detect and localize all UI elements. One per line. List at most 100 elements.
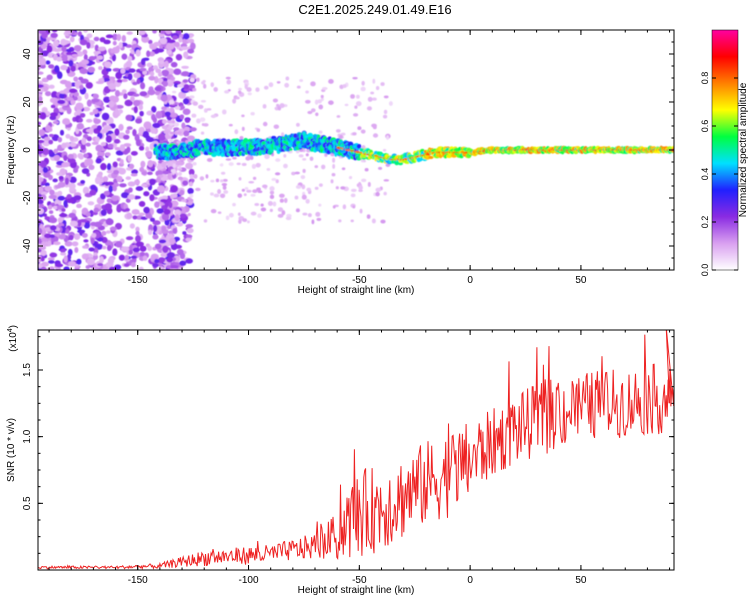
heat-cell bbox=[63, 266, 70, 270]
heat-cell bbox=[225, 158, 232, 161]
colorbar-ticks: 0.0 0.2 0.4 0.6 0.8 bbox=[700, 72, 738, 276]
heat-cell bbox=[256, 187, 261, 191]
heat-cell bbox=[167, 172, 172, 180]
heat-cell bbox=[350, 193, 356, 198]
heat-cell bbox=[147, 171, 153, 176]
heat-cell bbox=[38, 147, 44, 155]
heat-cell bbox=[79, 219, 88, 223]
heat-cell bbox=[174, 214, 180, 222]
heat-cell bbox=[243, 137, 249, 144]
heat-cell bbox=[166, 252, 175, 258]
heat-cell bbox=[85, 128, 94, 133]
heat-cell bbox=[48, 210, 54, 215]
heat-cell bbox=[160, 199, 168, 203]
heat-cell bbox=[173, 127, 180, 131]
heat-cell bbox=[320, 94, 324, 99]
heat-cell bbox=[100, 209, 107, 216]
heat-cell bbox=[243, 193, 247, 197]
heat-cell bbox=[78, 117, 83, 123]
heat-cell bbox=[53, 241, 61, 246]
heat-cell bbox=[295, 184, 302, 189]
heat-cell bbox=[180, 46, 189, 51]
heat-cell bbox=[59, 213, 68, 218]
heat-cell bbox=[104, 61, 112, 68]
heat-cell bbox=[104, 203, 112, 210]
heat-cell bbox=[88, 55, 96, 61]
heat-cell bbox=[174, 130, 178, 136]
heat-cell bbox=[142, 130, 149, 139]
heat-cell bbox=[73, 167, 79, 173]
heat-cell bbox=[61, 142, 67, 149]
heat-cell bbox=[149, 194, 155, 202]
heat-cell bbox=[96, 55, 104, 60]
heat-cell bbox=[38, 121, 42, 126]
heat-cell bbox=[189, 199, 194, 202]
heat-cell bbox=[101, 112, 110, 121]
heat-cell bbox=[38, 199, 44, 205]
heat-cell bbox=[116, 175, 123, 183]
heat-cell bbox=[187, 196, 191, 201]
heat-cell bbox=[331, 173, 336, 177]
heat-cell bbox=[360, 86, 366, 92]
heat-cell bbox=[178, 189, 185, 196]
heat-cell bbox=[241, 188, 246, 192]
heat-cell bbox=[112, 161, 118, 168]
heat-cell bbox=[138, 145, 145, 151]
x-tick-label: 50 bbox=[575, 275, 587, 286]
heat-cell bbox=[294, 171, 300, 175]
heat-cell bbox=[52, 178, 58, 183]
heat-cell bbox=[60, 252, 67, 256]
heat-cell bbox=[162, 81, 168, 87]
heat-cell bbox=[49, 252, 58, 258]
heat-cell bbox=[106, 170, 113, 174]
heat-cell bbox=[112, 248, 118, 256]
heat-cell bbox=[244, 84, 248, 90]
heat-cell bbox=[175, 53, 183, 61]
heat-cell bbox=[42, 166, 49, 173]
heat-cell bbox=[138, 212, 146, 216]
heat-cell bbox=[158, 257, 166, 263]
heat-cell bbox=[257, 190, 263, 194]
heat-cell bbox=[149, 217, 156, 222]
heat-cell bbox=[364, 167, 369, 172]
heat-cell bbox=[277, 213, 284, 218]
heat-cell bbox=[314, 165, 319, 169]
heat-cell bbox=[361, 80, 365, 86]
heat-cell bbox=[49, 225, 57, 231]
heat-cell bbox=[383, 95, 389, 99]
y-tick-label: -20 bbox=[22, 190, 33, 205]
heat-cell bbox=[341, 167, 346, 171]
heat-cell bbox=[100, 193, 106, 200]
heat-cell bbox=[149, 178, 156, 186]
heat-cell bbox=[38, 139, 45, 144]
heat-cell bbox=[189, 174, 194, 179]
heat-cell bbox=[152, 116, 158, 124]
heat-cell bbox=[123, 263, 130, 268]
colorbar: 0.0 0.2 0.4 0.6 0.8 Normalized spectral ampl… bbox=[700, 29, 749, 276]
heat-cell bbox=[190, 178, 195, 183]
heat-cell bbox=[94, 44, 99, 52]
heat-cell bbox=[213, 193, 220, 198]
heat-cell bbox=[173, 41, 180, 48]
heat-cell bbox=[199, 117, 206, 122]
heat-cell bbox=[328, 79, 334, 84]
heat-cell bbox=[88, 247, 95, 252]
heat-cell bbox=[202, 123, 209, 127]
heat-cell bbox=[138, 104, 144, 111]
heat-cell bbox=[206, 108, 212, 111]
heat-cell bbox=[169, 237, 176, 244]
heat-cell bbox=[210, 208, 217, 214]
spectrogram-y-axis-label: Frequency (Hz) bbox=[6, 116, 17, 185]
heat-cell bbox=[46, 45, 53, 53]
heat-cell bbox=[44, 136, 51, 141]
heat-cell bbox=[285, 216, 292, 221]
heat-cell bbox=[56, 56, 63, 62]
heat-cell bbox=[375, 187, 381, 193]
heat-cell bbox=[383, 179, 390, 182]
heat-cell bbox=[182, 199, 187, 203]
heat-cell bbox=[271, 178, 277, 181]
heat-cell bbox=[102, 175, 109, 182]
heat-cell bbox=[40, 256, 45, 262]
y-tick-label: 20 bbox=[22, 96, 33, 108]
heat-cell bbox=[48, 139, 54, 145]
